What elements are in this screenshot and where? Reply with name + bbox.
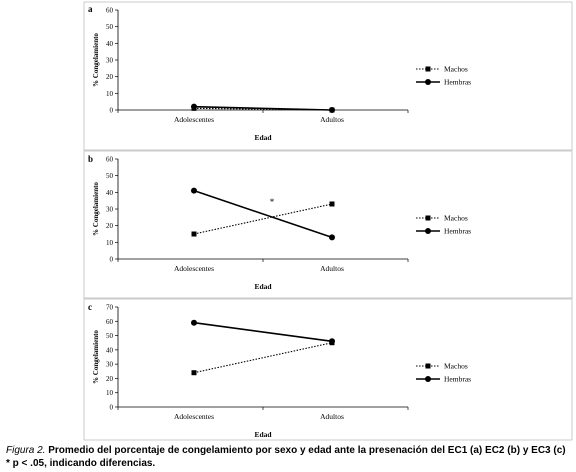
- y-tick-label: 60: [106, 156, 114, 164]
- series-line-hembras: [193, 321, 333, 343]
- chart-panel-a: a 0 10 20 30 40 50 60 Adolescentes Adultos Edad % C…: [83, 1, 573, 151]
- x-tick-label: Adolescentes: [174, 264, 214, 273]
- y-tick-label: 20: [106, 73, 114, 81]
- legend-item-hembras: Hembras: [416, 375, 471, 384]
- y-tick-label: 40: [106, 40, 114, 48]
- legend-marker: [425, 215, 431, 221]
- y-tick-label: 10: [106, 90, 114, 98]
- legend-label: Hembras: [444, 375, 471, 384]
- series-line-hembras: [193, 189, 333, 239]
- data-point-hembras: [329, 338, 335, 345]
- data-point-machos: [191, 231, 197, 237]
- chart-panel-c: c 0 10 20 30 40 50 60 70 Adolescentes Adultos Edad%…: [83, 298, 573, 441]
- panel-frame: [83, 298, 573, 441]
- panel-label: b: [88, 154, 93, 164]
- legend-marker: [425, 363, 431, 369]
- figure-label: Figura 2.: [6, 445, 46, 456]
- y-tick-label: 0: [110, 404, 114, 412]
- chart-panel-b: b 0 10 20 30 40 50 60 Adolescentes Adultos Edad % C…: [83, 150, 573, 299]
- y-tick-label: 70: [106, 304, 114, 312]
- data-point-hembras: [191, 319, 197, 326]
- panel-label: a: [88, 4, 93, 14]
- data-point-hembras: [191, 187, 197, 194]
- y-tick-label: 50: [106, 23, 114, 31]
- legend-marker: [425, 66, 431, 72]
- legend-marker: [425, 376, 431, 382]
- y-tick-label: 50: [106, 332, 114, 340]
- y-tick-label: 30: [106, 57, 114, 65]
- panel-label: c: [88, 302, 92, 312]
- series-line-machos: [193, 342, 333, 374]
- data-point-hembras: [329, 234, 335, 241]
- legend-label: Machos: [444, 214, 468, 223]
- y-tick-label: 50: [106, 172, 114, 180]
- x-tick-label: Adultos: [320, 115, 344, 124]
- y-tick-label: 40: [106, 189, 114, 197]
- y-tick-label: 10: [106, 389, 114, 397]
- y-tick-label: 10: [106, 239, 114, 247]
- data-point-hembras: [329, 107, 335, 113]
- y-tick-label: 30: [106, 361, 114, 369]
- legend-label: Hembras: [444, 78, 471, 87]
- legend-item-machos: Machos: [416, 214, 468, 223]
- y-axis-label: % Congelamiento: [92, 182, 100, 236]
- data-point-machos: [329, 201, 335, 207]
- x-axis-label: Edad: [254, 430, 272, 439]
- y-tick-label: 20: [106, 375, 114, 383]
- y-tick-label: 60: [106, 318, 114, 326]
- legend-marker: [425, 79, 431, 85]
- y-tick-label: 0: [110, 107, 114, 115]
- figure-caption: Figura 2. Promedio del porcentaje de con…: [6, 444, 572, 470]
- y-tick-label: 30: [106, 206, 114, 214]
- x-axis-label: Edad: [254, 133, 272, 142]
- caption-text: Promedio del porcentaje de congelamiento…: [6, 445, 566, 469]
- y-tick-label: 60: [106, 7, 114, 15]
- legend-item-hembras: Hembras: [416, 78, 471, 87]
- significance-marker: *: [270, 197, 275, 207]
- x-tick-label: Adultos: [320, 412, 344, 421]
- legend-item-machos: Machos: [416, 65, 468, 74]
- legend-label: Machos: [444, 362, 468, 371]
- series-line-hembras: [193, 105, 333, 111]
- y-tick-label: 40: [106, 346, 114, 354]
- x-tick-label: Adolescentes: [174, 412, 214, 421]
- legend-item-hembras: Hembras: [416, 227, 471, 236]
- panel-frame: [83, 1, 573, 151]
- x-tick-label: Adolescentes: [174, 115, 214, 124]
- x-tick-label: Adultos: [320, 264, 344, 273]
- series-line-machos: [193, 203, 333, 235]
- legend-label: Hembras: [444, 227, 471, 236]
- legend-item-machos: Machos: [416, 362, 468, 371]
- y-axis-label: % Congelamiento: [92, 330, 100, 384]
- y-axis-label: % Congelamiento: [92, 33, 100, 87]
- panel-frame: [83, 150, 573, 299]
- y-tick-label: 0: [110, 256, 114, 264]
- x-axis-label: Edad: [254, 282, 272, 291]
- legend-label: Machos: [444, 65, 468, 74]
- data-point-hembras: [191, 103, 197, 110]
- y-tick-label: 20: [106, 222, 114, 230]
- data-point-machos: [191, 370, 197, 376]
- legend-marker: [425, 228, 431, 234]
